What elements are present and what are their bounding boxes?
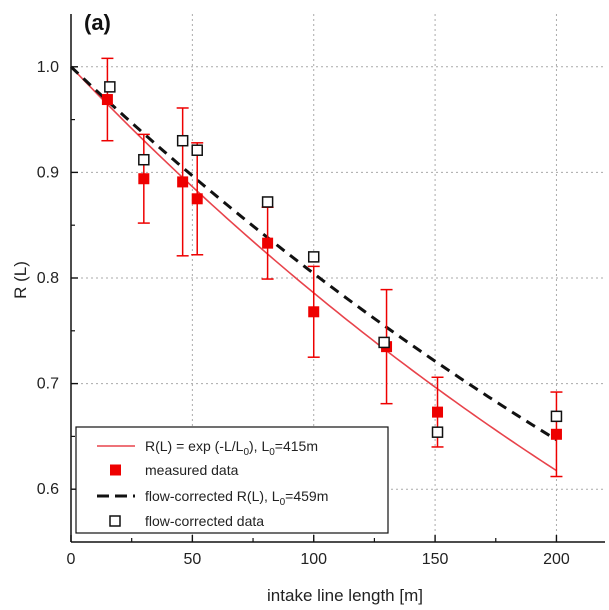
- legend-text-part: ), L: [249, 438, 269, 454]
- measured-point: [177, 176, 189, 188]
- legend-label-flowdata: flow-corrected data: [145, 513, 264, 529]
- legend-text-part: R(L) = exp (-L/L: [145, 438, 244, 454]
- legend-text-part: =459m: [285, 488, 328, 504]
- measured-point: [191, 193, 203, 205]
- curve-flow-corrected-fit: [69, 65, 558, 442]
- legend-label-fit: R(L) = exp (-L/L0), L0=415m: [145, 438, 318, 458]
- x-tick-label: 150: [422, 551, 449, 568]
- y-axis-title: R (L): [11, 261, 30, 299]
- tick-labels: 0 50 100 150 200 0.6 0.7 0.8 0.9 1.0: [37, 59, 570, 568]
- measured-point: [432, 406, 444, 418]
- flow-corrected-point: [191, 144, 203, 156]
- y-tick-label: 0.9: [37, 164, 59, 181]
- measured-point: [101, 94, 113, 106]
- y-tick-label: 1.0: [37, 59, 59, 76]
- legend-box: [75, 426, 389, 534]
- measured-point: [308, 306, 320, 318]
- legend-label-flowfit: flow-corrected R(L), L0=459m: [145, 488, 328, 508]
- error-bars: [101, 57, 563, 478]
- flow-corrected-point: [176, 134, 189, 147]
- panel-label: (a): [84, 10, 111, 35]
- data-markers: [101, 81, 563, 440]
- measured-point: [262, 237, 274, 249]
- measured-point: [550, 428, 562, 440]
- legend-swatch-flow-data: [109, 515, 121, 527]
- legend-subscript: 0: [280, 497, 286, 508]
- x-tick-label: 50: [183, 551, 201, 568]
- axes: [70, 14, 605, 543]
- x-axis-title: intake line length [m]: [267, 586, 423, 605]
- flow-corrected-point: [307, 251, 320, 263]
- flow-corrected-point: [261, 196, 274, 208]
- legend-text-part: measured data: [145, 462, 239, 478]
- x-tick-label: 0: [67, 551, 76, 568]
- x-tick-label: 200: [543, 551, 570, 568]
- flow-corrected-point: [431, 426, 444, 438]
- flow-corrected-point: [378, 336, 390, 349]
- x-tick-label: 100: [300, 551, 327, 568]
- legend-label-measured: measured data: [145, 462, 239, 478]
- legend-text-part: =415m: [275, 438, 318, 454]
- legend-swatch-measured: [110, 464, 121, 476]
- legend-subscript: 0: [269, 447, 275, 458]
- flow-corrected-point: [550, 410, 563, 423]
- legend-text-part: flow-corrected data: [145, 513, 264, 529]
- y-tick-label: 0.7: [37, 376, 59, 393]
- legend-text-part: flow-corrected R(L), L: [145, 488, 280, 504]
- measured-point: [138, 173, 150, 185]
- y-tick-label: 0.6: [37, 481, 59, 498]
- flow-corrected-point: [104, 81, 116, 93]
- legend-subscript: 0: [243, 447, 249, 458]
- flow-corrected-point: [138, 153, 150, 166]
- y-tick-label: 0.8: [37, 270, 59, 287]
